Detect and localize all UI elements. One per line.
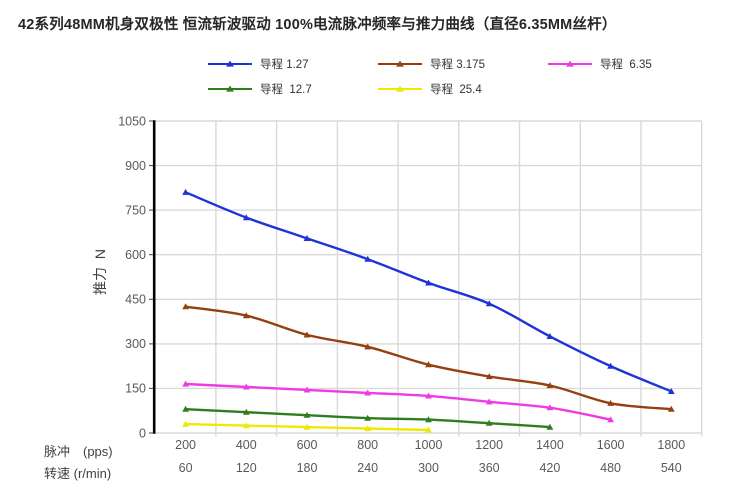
legend-line-swatch xyxy=(378,60,422,67)
legend-item-3: 导程 12.7 xyxy=(208,82,312,96)
x-tick-label-pps: 1600 xyxy=(597,438,625,452)
x-axis-row2-label: 转速 (r/min) xyxy=(44,466,112,481)
x-tick-label-rpm: 180 xyxy=(297,461,318,475)
series-marker-3 xyxy=(546,423,554,430)
legend-triangle-marker-icon xyxy=(226,85,234,92)
x-tick-label-pps: 400 xyxy=(236,438,257,452)
series-marker-0 xyxy=(303,235,311,241)
x-tick-label-rpm: 240 xyxy=(357,461,378,475)
y-tick-label: 0 xyxy=(139,426,146,440)
legend-item-4: 导程 25.4 xyxy=(378,82,482,96)
legend-label: 导程 6.35 xyxy=(600,59,652,71)
legend-line-swatch xyxy=(208,85,252,92)
series-marker-1 xyxy=(607,399,614,406)
series-marker-4 xyxy=(242,422,250,429)
x-tick-label-rpm: 360 xyxy=(479,461,500,475)
series-marker-1 xyxy=(303,331,311,338)
series-marker-0 xyxy=(667,388,675,394)
y-tick-label: 150 xyxy=(125,382,146,396)
series-marker-1 xyxy=(546,382,554,389)
legend-item-1: 导程 3.175 xyxy=(378,57,485,71)
y-tick-label: 900 xyxy=(125,159,146,173)
legend-line-swatch xyxy=(208,60,252,67)
series-marker-4 xyxy=(303,423,311,430)
legend-triangle-marker-icon xyxy=(226,60,234,67)
series-marker-4 xyxy=(364,425,372,432)
series-marker-0 xyxy=(607,362,614,369)
legend-line-swatch xyxy=(548,60,592,67)
x-tick-label-pps: 800 xyxy=(357,438,378,452)
series-marker-0 xyxy=(425,279,432,286)
series-marker-1 xyxy=(182,303,189,310)
legend-item-2: 导程 6.35 xyxy=(548,57,652,71)
x-tick-label-pps: 600 xyxy=(297,438,318,452)
y-tick-label: 450 xyxy=(125,293,146,307)
legend-line-swatch xyxy=(378,85,422,92)
series-marker-2 xyxy=(485,398,493,405)
series-marker-1 xyxy=(242,312,250,319)
series-marker-2 xyxy=(607,416,614,423)
series-marker-2 xyxy=(303,386,311,393)
x-tick-label-rpm: 120 xyxy=(236,461,257,475)
series-marker-3 xyxy=(425,416,432,423)
legend-triangle-marker-icon xyxy=(396,60,404,67)
x-axis-row1-label: 脉冲 (pps) xyxy=(44,444,113,459)
series-marker-2 xyxy=(425,392,432,399)
series-marker-3 xyxy=(303,411,311,418)
series-marker-3 xyxy=(182,405,189,412)
series-marker-4 xyxy=(425,426,432,433)
series-marker-0 xyxy=(242,214,250,221)
legend-item-0: 导程 1.27 xyxy=(208,57,309,71)
series-marker-3 xyxy=(485,419,493,426)
legend-label: 导程 3.175 xyxy=(430,59,485,71)
series-marker-1 xyxy=(485,373,493,380)
series-marker-2 xyxy=(242,383,250,390)
x-tick-label-rpm: 60 xyxy=(179,461,193,475)
series-marker-1 xyxy=(667,405,675,412)
series-marker-2 xyxy=(182,380,189,387)
series-marker-3 xyxy=(242,408,250,415)
series-marker-0 xyxy=(182,188,189,195)
legend-triangle-marker-icon xyxy=(396,85,404,92)
x-tick-label-rpm: 420 xyxy=(539,461,560,475)
chart-title: 42系列48MM机身双极性 恒流斩波驱动 100%电流脉冲频率与推力曲线（直径6… xyxy=(18,17,617,33)
series-marker-4 xyxy=(182,420,189,427)
legend-label: 导程 12.7 xyxy=(260,84,312,96)
y-tick-label: 300 xyxy=(125,337,146,351)
legend-label: 导程 1.27 xyxy=(260,59,309,71)
x-tick-label-rpm: 540 xyxy=(661,461,682,475)
x-tick-label-pps: 1000 xyxy=(415,438,443,452)
y-tick-label: 1050 xyxy=(118,114,146,128)
series-marker-1 xyxy=(425,361,432,368)
y-tick-label: 600 xyxy=(125,248,146,262)
series-marker-0 xyxy=(364,255,372,262)
x-tick-label-pps: 200 xyxy=(175,438,196,452)
legend-triangle-marker-icon xyxy=(566,60,574,67)
series-marker-0 xyxy=(485,300,493,307)
series-marker-0 xyxy=(546,333,554,339)
series-marker-1 xyxy=(364,343,372,350)
legend-label: 导程 25.4 xyxy=(430,84,482,96)
x-tick-label-pps: 1200 xyxy=(475,438,503,452)
x-tick-label-pps: 1800 xyxy=(657,438,685,452)
series-line-2 xyxy=(184,382,612,421)
x-tick-label-rpm: 300 xyxy=(418,461,439,475)
x-tick-label-pps: 1400 xyxy=(536,438,564,452)
series-marker-2 xyxy=(364,389,372,396)
y-tick-label: 750 xyxy=(125,203,146,217)
x-tick-label-rpm: 480 xyxy=(600,461,621,475)
series-marker-2 xyxy=(546,404,554,411)
legend: 导程 1.27 导程 3.175 导程 6.35 导程 12.7 导程 25.4 xyxy=(0,0,750,110)
series-marker-3 xyxy=(364,414,372,421)
